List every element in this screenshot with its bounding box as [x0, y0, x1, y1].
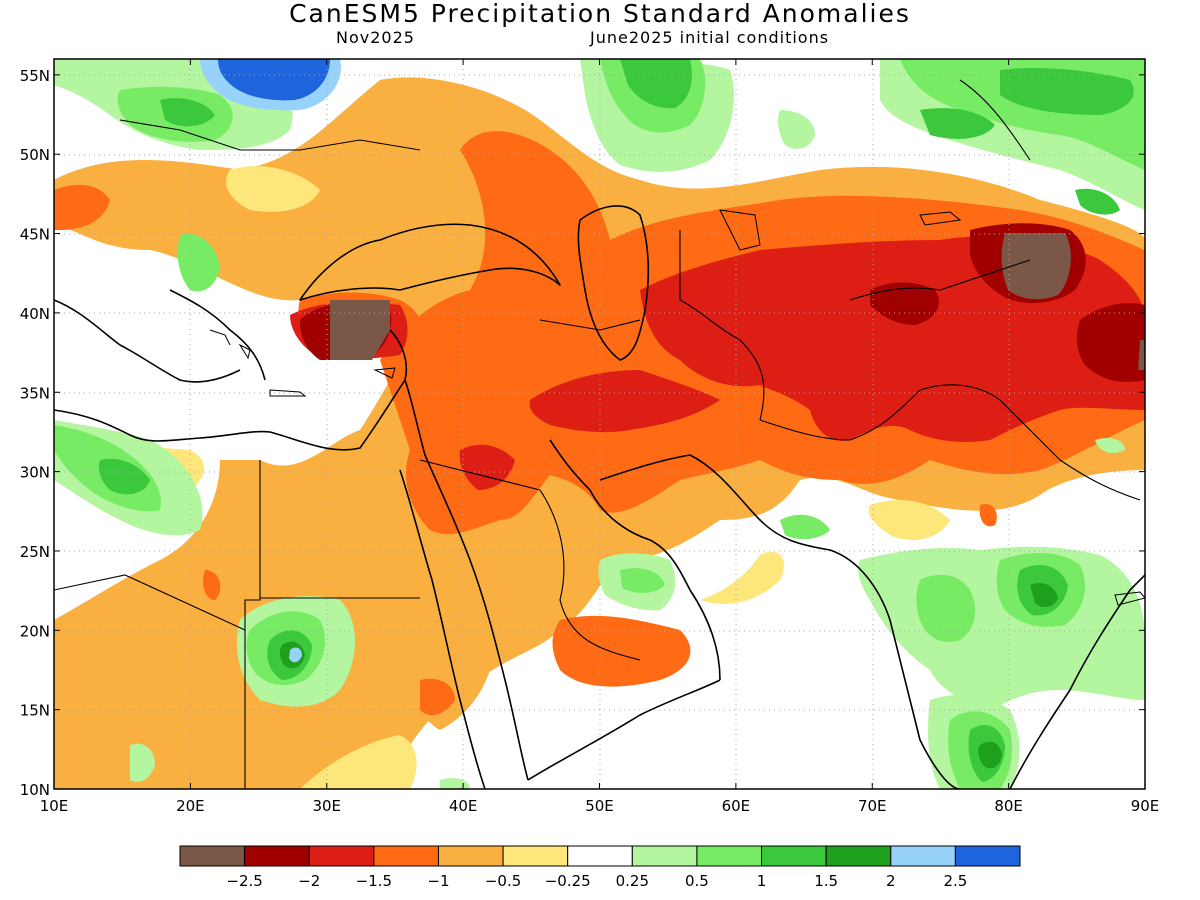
colorbar-swatch	[761, 845, 827, 867]
initial-conditions: June2025 initial conditions	[590, 28, 830, 47]
lon-tick-label: 90E	[1131, 797, 1160, 815]
border-himalaya	[919, 384, 1141, 501]
coast-black-sea	[299, 223, 561, 301]
colorbar-label: 0.25	[616, 872, 649, 890]
colorbar-label: 2	[886, 872, 896, 890]
border-egypt-libya	[244, 460, 261, 789]
coast-gulf	[549, 439, 591, 491]
longitude-axis: 10E 20E 30E 40E 50E 60E 70E 80E 90E	[40, 59, 1160, 815]
lon-tick-label: 30E	[312, 797, 341, 815]
colorbar-swatch	[631, 845, 698, 867]
coastlines	[54, 205, 1145, 789]
coast-north-africa-levant	[54, 329, 408, 451]
border-afghanistan	[759, 389, 921, 441]
colorbar-swatch	[244, 845, 310, 867]
colorbar-label: −1	[427, 872, 449, 890]
lat-tick-label: 55N	[20, 67, 50, 85]
lon-tick-label: 50E	[585, 797, 614, 815]
border-arabia-north	[419, 459, 541, 491]
island-cyprus	[373, 367, 396, 379]
lat-tick-label: 40N	[20, 305, 50, 323]
lat-tick-label: 35N	[20, 384, 50, 402]
coast-iran-india-west	[599, 454, 961, 789]
borders	[54, 79, 1141, 789]
lat-tick-label: 25N	[20, 543, 50, 561]
colorbar-swatch	[954, 845, 1021, 867]
lake-balkhash	[919, 211, 962, 226]
coast-caspian	[577, 205, 650, 361]
islands	[209, 209, 1145, 606]
island-aegean-a	[209, 329, 231, 346]
colorbar-label: 2.5	[943, 872, 967, 890]
coast-india-east	[1009, 574, 1145, 789]
border-kazakhstan-south	[849, 259, 1031, 301]
lon-tick-label: 40E	[449, 797, 478, 815]
island-crete	[269, 389, 307, 397]
colorbar-label: −0.5	[485, 872, 521, 890]
colorbar-swatch	[567, 845, 633, 867]
map-panel	[54, 59, 1145, 789]
lake-aral	[719, 209, 761, 251]
border-europe-east	[119, 119, 421, 151]
coast-arabia-east	[589, 489, 721, 681]
colorbar-swatch	[825, 845, 892, 867]
border-central-asia	[679, 230, 765, 421]
coast-med-north	[54, 299, 241, 383]
border-libya-south	[54, 574, 246, 631]
colorbar-label: −2	[298, 872, 320, 890]
colorbar-swatch	[437, 845, 504, 867]
lon-tick-label: 20E	[176, 797, 205, 815]
colorbar-label: 1.5	[814, 872, 838, 890]
colorbar-label: −0.25	[545, 872, 591, 890]
latitude-axis: 55N 50N 45N 40N 35N 30N 25N 20N 15N 10N	[20, 67, 1145, 799]
lon-tick-label: 80E	[994, 797, 1023, 815]
lat-tick-label: 20N	[20, 622, 50, 640]
colorbar-swatch	[502, 845, 569, 867]
colorbar-swatch	[373, 845, 439, 867]
coast-ganges-delta	[1114, 591, 1145, 606]
lon-tick-label: 60E	[722, 797, 751, 815]
island-aegean-b	[238, 343, 251, 360]
border-saudi-south	[539, 489, 641, 661]
coast-red-sea-east	[404, 379, 529, 781]
coast-adriatic	[169, 289, 266, 381]
lon-tick-label: 70E	[858, 797, 887, 815]
colorbar-label: 0.5	[685, 872, 709, 890]
coast-red-sea-west	[399, 469, 486, 789]
lat-tick-label: 45N	[20, 226, 50, 244]
lat-tick-label: 10N	[20, 781, 50, 799]
anomaly-fill-minus-2-5	[330, 233, 1145, 370]
colorbar-label: 1	[757, 872, 767, 890]
anomaly-fill-plus-1-5	[98, 59, 1134, 782]
anomaly-fill-plus-2-5	[200, 59, 341, 663]
graticule	[54, 59, 1145, 789]
colorbar: −2.5 −2 −1.5 −1 −0.5 −0.25 0.25 0.5 1 1.5 2 2.5	[179, 845, 1021, 890]
coast-arabia-south	[527, 679, 721, 781]
colorbar-swatch	[179, 845, 246, 867]
forecast-month: Nov2025	[336, 28, 415, 47]
chart-title: CanESM5 Precipitation Standard Anomalies	[289, 0, 911, 28]
lat-tick-label: 15N	[20, 702, 50, 720]
colorbar-swatch	[696, 845, 763, 867]
border-caucasus	[539, 319, 641, 331]
colorbar-label: −1.5	[356, 872, 392, 890]
lat-tick-label: 30N	[20, 464, 50, 482]
lat-tick-label: 50N	[20, 146, 50, 164]
colorbar-swatch	[308, 845, 375, 867]
colorbar-swatch	[890, 845, 956, 867]
lon-tick-label: 10E	[40, 797, 69, 815]
border-russia-mongolia	[959, 79, 1031, 161]
colorbar-label: −2.5	[226, 872, 262, 890]
